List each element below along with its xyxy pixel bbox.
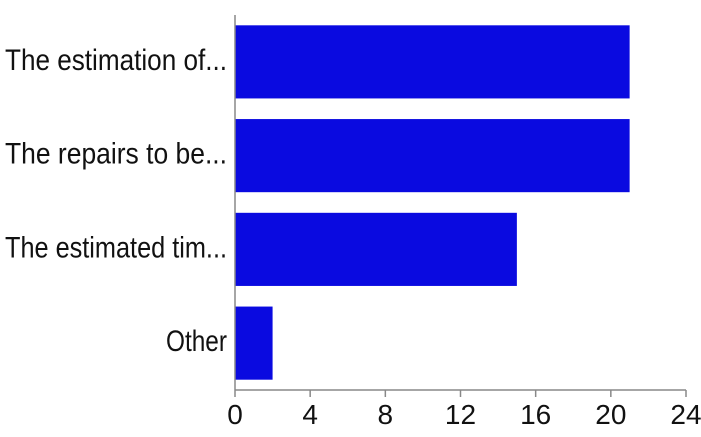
x-tick-label: 16 [520,399,551,430]
x-tick-label: 4 [302,399,318,430]
category-label: The estimation of... [5,44,227,77]
x-tick-label: 24 [670,399,701,430]
x-tick-label: 20 [595,399,626,430]
x-tick-label: 8 [378,399,394,430]
bar [235,306,273,380]
category-label: The repairs to be... [5,138,227,171]
x-axis-ticks: 0 4 8 12 16 20 24 [227,390,701,430]
bar [235,25,630,99]
category-label: The estimated tim... [5,231,227,264]
bar [235,212,517,286]
x-tick-label: 12 [445,399,476,430]
x-tick-label: 0 [227,399,243,430]
bars-group [235,25,630,380]
category-label: Other [166,325,227,358]
category-labels: The estimation of... The repairs to be...… [5,44,227,358]
bar [235,119,630,193]
